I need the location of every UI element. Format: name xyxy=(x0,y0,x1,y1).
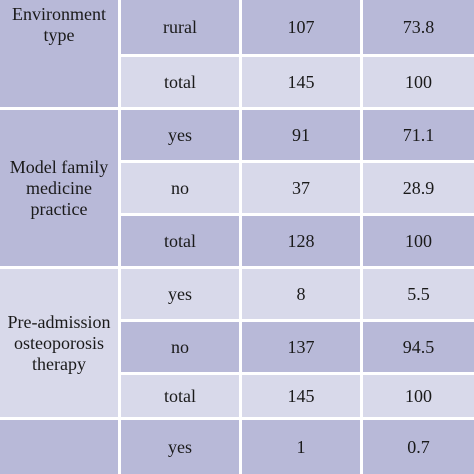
count-cell: 1 xyxy=(242,420,360,474)
category-cell: total xyxy=(121,216,239,266)
category-cell: total xyxy=(121,57,239,107)
count-cell: 37 xyxy=(242,163,360,213)
count-cell: 91 xyxy=(242,110,360,160)
percent-cell: 5.5 xyxy=(363,269,474,319)
category-cell: yes xyxy=(121,110,239,160)
percent-cell: 94.5 xyxy=(363,322,474,372)
percent-cell: 100 xyxy=(363,375,474,417)
percent-cell: 71.1 xyxy=(363,110,474,160)
group-label-model-family-medicine-practice: Model family medicine practice xyxy=(0,110,118,266)
category-cell: yes xyxy=(121,269,239,319)
group-label-text: Environment type xyxy=(12,4,106,45)
category-cell: no xyxy=(121,163,239,213)
count-cell: 107 xyxy=(242,0,360,54)
category-cell: no xyxy=(121,322,239,372)
percent-cell: 100 xyxy=(363,216,474,266)
percent-cell: 100 xyxy=(363,57,474,107)
percent-cell: 0.7 xyxy=(363,420,474,474)
group-label-pre-admission-osteoporosis-therapy: Pre-admission osteoporosis therapy xyxy=(0,269,118,417)
category-cell: total xyxy=(121,375,239,417)
percent-cell: 73.8 xyxy=(363,0,474,54)
count-cell: 8 xyxy=(242,269,360,319)
category-cell: yes xyxy=(121,420,239,474)
group-label-environment-type: Environment type xyxy=(0,0,118,107)
category-cell: rural xyxy=(121,0,239,54)
group-label-text: Model family medicine practice xyxy=(9,156,109,219)
count-cell: 145 xyxy=(242,57,360,107)
group-label-text: Pre-admission osteoporosis therapy xyxy=(7,311,111,374)
count-cell: 128 xyxy=(242,216,360,266)
count-cell: 137 xyxy=(242,322,360,372)
group-label-empty xyxy=(0,420,118,474)
percent-cell: 28.9 xyxy=(363,163,474,213)
count-cell: 145 xyxy=(242,375,360,417)
